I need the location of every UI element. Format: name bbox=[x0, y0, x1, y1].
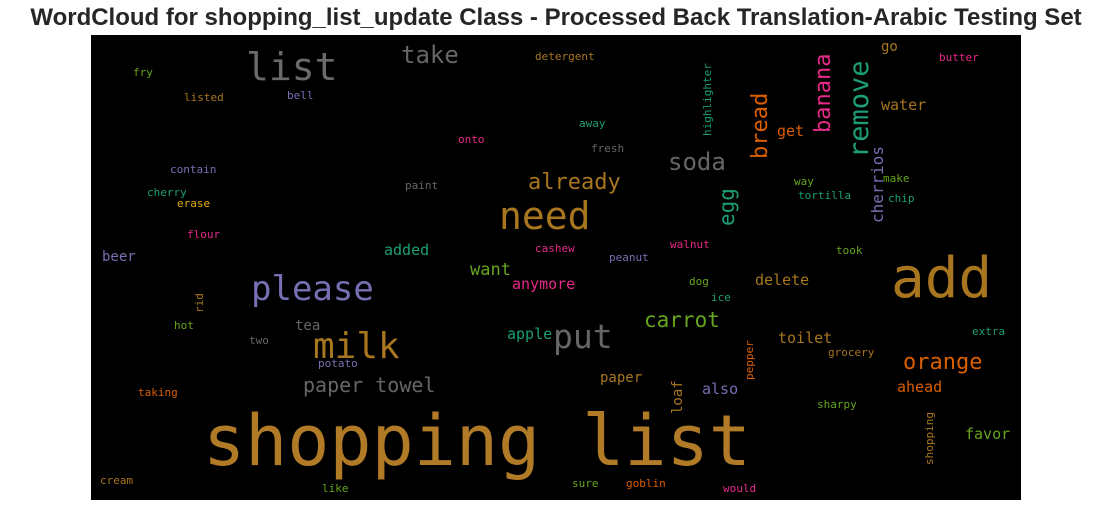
word-list: list bbox=[246, 45, 338, 89]
word-rid: rid bbox=[193, 293, 206, 313]
word-walnut: walnut bbox=[670, 238, 710, 251]
word-bread: bread bbox=[748, 93, 773, 159]
word-would: would bbox=[723, 482, 756, 495]
word-need: need bbox=[499, 194, 591, 238]
word-milk: milk bbox=[313, 326, 400, 367]
word-taking: taking bbox=[138, 386, 178, 399]
word-onto: onto bbox=[458, 133, 485, 146]
word-erase: erase bbox=[177, 197, 210, 210]
word-paper-towel: paper towel bbox=[303, 373, 435, 397]
chart-title: WordCloud for shopping_list_update Class… bbox=[30, 4, 1082, 31]
word-extra: extra bbox=[972, 325, 1005, 338]
word-cherry: cherry bbox=[147, 186, 187, 199]
word-delete: delete bbox=[755, 271, 809, 289]
word-bell: bell bbox=[287, 89, 314, 102]
word-way: way bbox=[794, 175, 814, 188]
word-paper: paper bbox=[600, 370, 642, 386]
word-shopping: shopping bbox=[923, 412, 936, 465]
word-fry: fry bbox=[133, 66, 153, 79]
word-orange: orange bbox=[903, 350, 982, 375]
word-fresh: fresh bbox=[591, 142, 624, 155]
word-remove: remove bbox=[844, 60, 875, 158]
word-take: take bbox=[401, 41, 459, 69]
word-peanut: peanut bbox=[609, 251, 649, 264]
word-cloud-svg: shopping list add need list please milk put rem… bbox=[100, 39, 1010, 495]
word-paint: paint bbox=[405, 179, 438, 192]
word-potato: potato bbox=[318, 357, 358, 370]
word-carrot: carrot bbox=[644, 308, 720, 332]
word-contain: contain bbox=[170, 163, 216, 176]
word-flour: flour bbox=[187, 228, 220, 241]
word-sure: sure bbox=[572, 477, 599, 490]
word-already: already bbox=[528, 170, 621, 195]
word-grocery: grocery bbox=[828, 346, 875, 359]
word-cashew: cashew bbox=[535, 242, 575, 255]
word-toilet: toilet bbox=[778, 329, 832, 347]
word-pepper: pepper bbox=[743, 340, 756, 380]
word-beer: beer bbox=[102, 249, 136, 265]
word-hot: hot bbox=[174, 319, 194, 332]
word-butter: butter bbox=[939, 51, 979, 64]
word-add: add bbox=[891, 246, 992, 311]
word-detergent: detergent bbox=[535, 50, 595, 63]
word-favor: favor bbox=[965, 425, 1010, 443]
word-added: added bbox=[384, 241, 429, 259]
word-put: put bbox=[553, 317, 613, 356]
word-also: also bbox=[702, 380, 738, 398]
word-away: away bbox=[579, 117, 606, 130]
word-listed: listed bbox=[184, 91, 224, 104]
word-egg: egg bbox=[715, 188, 739, 226]
word-shopping-list: shopping list bbox=[203, 400, 751, 482]
word-chip: chip bbox=[888, 192, 915, 205]
word-dog: dog bbox=[689, 275, 709, 288]
word-tortilla: tortilla bbox=[798, 189, 851, 202]
word-apple: apple bbox=[507, 325, 552, 343]
word-cream: cream bbox=[100, 474, 133, 487]
word-please: please bbox=[251, 269, 374, 309]
word-like: like bbox=[322, 482, 349, 495]
word-banana: banana bbox=[811, 54, 836, 133]
word-soda: soda bbox=[668, 148, 726, 176]
word-highlighter: highlighter bbox=[701, 63, 714, 136]
word-loaf: loaf bbox=[670, 380, 686, 414]
word-goblin: goblin bbox=[626, 477, 666, 490]
word-cherrios: cherrios bbox=[868, 146, 887, 223]
word-water: water bbox=[881, 96, 926, 114]
word-get: get bbox=[777, 122, 804, 140]
word-took: took bbox=[836, 244, 863, 257]
word-want: want bbox=[470, 260, 511, 280]
word-sharpy: sharpy bbox=[817, 398, 857, 411]
word-cloud-canvas: shopping list add need list please milk put rem… bbox=[91, 35, 1021, 500]
word-ice: ice bbox=[711, 291, 731, 304]
word-go: go bbox=[881, 39, 898, 55]
word-ahead: ahead bbox=[897, 378, 942, 396]
word-anymore: anymore bbox=[512, 275, 575, 293]
word-make: make bbox=[883, 172, 910, 185]
word-two: two bbox=[249, 334, 269, 347]
word-tea: tea bbox=[295, 318, 320, 334]
